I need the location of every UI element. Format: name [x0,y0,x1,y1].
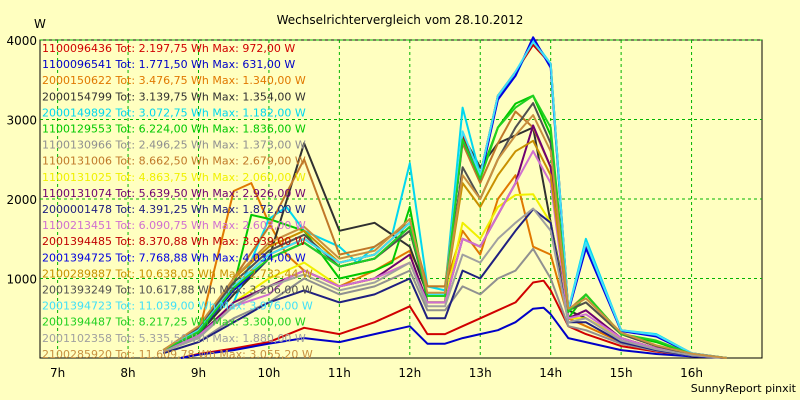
legend-entry: 1100131006 Tot: 8.662,50 Wh Max: 2.679,0… [42,155,306,168]
x-tick-label: 13h [469,366,492,380]
x-tick-label: 12h [398,366,421,380]
legend: 1100096436 Tot: 2.197,75 Wh Max: 972,00 … [42,42,313,361]
legend-entry: 2001394485 Tot: 8.370,88 Wh Max: 3.939,0… [42,235,306,248]
y-axis-ticks: 4000 3000 2000 1000 [6,34,37,287]
legend-entry: 1100213451 Tot: 6.090,75 Wh Max: 2.603,0… [42,219,306,232]
legend-entry: 2001394725 Tot: 7.768,88 Wh Max: 4.034,0… [42,251,306,264]
y-axis-unit: W [34,17,46,31]
x-axis-ticks: 7h 8h 9h 10h 11h 12h 13h 14h 15h 16h [50,366,703,380]
y-tick-label: 2000 [6,193,37,207]
series-line-19 [162,114,727,359]
x-tick-label: 11h [328,366,351,380]
x-tick-label: 14h [539,366,562,380]
series-line-18 [162,207,727,359]
legend-entry: 2001394487 Tot: 8.217,25 Wh Max: 3.300,0… [42,316,306,329]
legend-entry: 2001394723 Tot: 11.039,00 Wh Max: 3.976,… [42,300,313,313]
legend-entry: 2001102358 Tot: 5.335,50 Wh Max: 1.880,0… [42,332,306,345]
y-tick-label: 3000 [6,114,37,128]
series-line-8 [162,193,727,359]
grid [40,39,762,358]
series-line-16 [162,40,727,359]
series-line-10 [162,208,727,359]
credit-text: SunnyReport pinxit [691,382,797,395]
legend-entry: 1100130966 Tot: 2.496,25 Wh Max: 1.373,0… [42,139,306,152]
y-tick-label: 1000 [6,273,37,287]
x-tick-label: 7h [50,366,65,380]
legend-entry: 2000149892 Tot: 3.072,75 Wh Max: 1.182,0… [42,106,306,119]
series-line-15 [162,102,727,359]
series-line-0 [180,279,727,359]
x-tick-label: 16h [680,366,703,380]
legend-entry: 2100285920 Tot: 11.609,78 Wh Max: 3.055,… [42,348,313,361]
series-line-1 [180,306,727,359]
legend-entry: 1100131074 Tot: 5.639,50 Wh Max: 2.926,0… [42,187,306,200]
legend-entry: 1100129553 Tot: 6.224,00 Wh Max: 1.836,0… [42,123,306,136]
legend-entry: 1100131025 Tot: 4.863,75 Wh Max: 2.060,0… [42,171,306,184]
x-tick-label: 9h [191,366,206,380]
legend-entry: 2000001478 Tot: 4.391,25 Wh Max: 1.872,0… [42,203,306,216]
y-tick-label: 4000 [6,34,37,48]
x-tick-label: 10h [257,366,280,380]
legend-entry: 2000150622 Tot: 3.476,75 Wh Max: 1.340,0… [42,74,306,87]
legend-entry: 2000154799 Tot: 3.139,75 Wh Max: 1.354,0… [42,90,306,103]
x-tick-label: 15h [610,366,633,380]
series-line-11 [162,150,727,359]
legend-entry: 1100096541 Tot: 1.771,50 Wh Max: 631,00 … [42,58,295,71]
x-tick-label: 8h [120,366,135,380]
legend-entry: 1100096436 Tot: 2.197,75 Wh Max: 972,00 … [42,42,295,55]
chart-title: Wechselrichtervergleich vom 28.10.2012 [277,13,524,27]
legend-entry: 2100289887 Tot: 10.638,05 Wh Max: 2.732,… [42,267,313,280]
series-lines [162,36,727,359]
series-line-6 [162,247,727,359]
legend-entry: 2001393249 Tot: 10.617,88 Wh Max: 3.206,… [42,284,313,297]
